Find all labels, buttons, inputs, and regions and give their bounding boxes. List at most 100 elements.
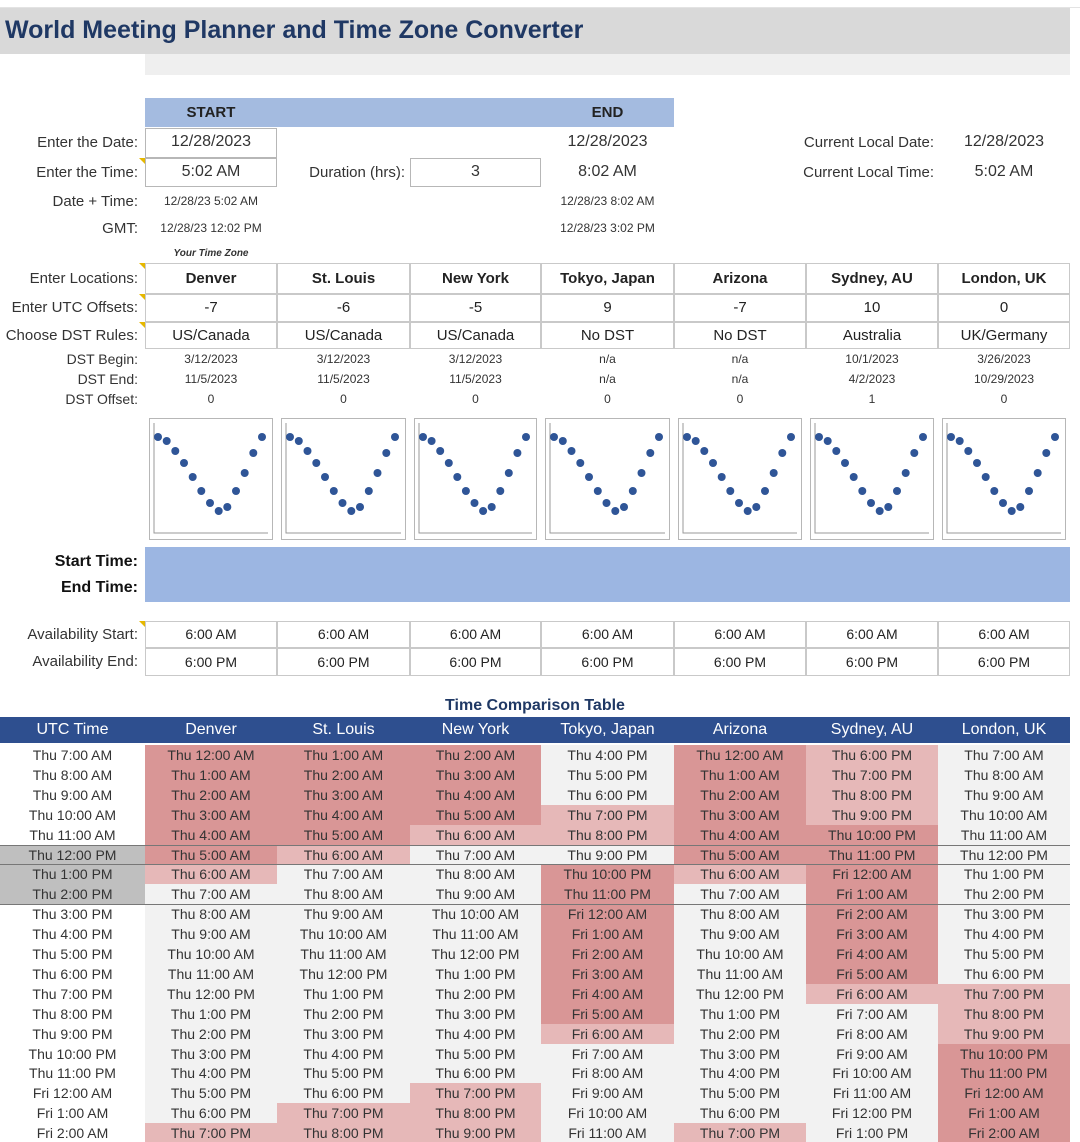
comparison-cell: Thu 9:00 AM — [145, 924, 277, 945]
comparison-cell: Thu 2:00 PM — [938, 884, 1070, 905]
comparison-cell: Fri 9:00 AM — [806, 1043, 938, 1064]
comparison-cell: Thu 8:00 AM — [410, 864, 541, 885]
comparison-cell: Fri 4:00 AM — [541, 983, 674, 1004]
chart-point — [303, 447, 312, 455]
utc-offset-cell[interactable]: -7 — [674, 294, 806, 322]
location-name-cell[interactable]: New York — [410, 263, 541, 294]
comparison-cell: Thu 12:00 AM — [674, 745, 806, 765]
dst-rule-cell[interactable]: US/Canada — [145, 322, 277, 349]
start-date-value: 12/28/2023 — [170, 133, 252, 150]
start-date-input[interactable] — [145, 128, 277, 158]
chart-point — [567, 447, 576, 455]
comparison-cell: Thu 12:00 AM — [145, 745, 277, 765]
chart-point — [867, 499, 875, 507]
location-name-cell[interactable]: Sydney, AU — [806, 263, 938, 294]
comparison-table-title: Time Comparison Table — [445, 697, 625, 714]
location-name-cell[interactable]: St. Louis — [277, 263, 410, 294]
availability-end-cell[interactable]: 6:00 PM — [410, 648, 541, 676]
dst-end-value: n/a — [599, 372, 616, 386]
chart-point — [1025, 487, 1033, 495]
utc-offset-cell[interactable]: -7 — [145, 294, 277, 322]
chart-point — [585, 473, 593, 481]
availability-start-cell[interactable]: 6:00 AM — [410, 621, 541, 648]
chart-point — [419, 433, 427, 441]
chart-point — [496, 487, 505, 495]
location-name-cell[interactable]: London, UK — [938, 263, 1070, 294]
dst-end-value: 10/29/2023 — [973, 372, 1035, 386]
availability-end-cell[interactable]: 6:00 PM — [938, 648, 1070, 676]
comparison-cell: Thu 3:00 AM — [674, 804, 806, 825]
availability-end-cell[interactable]: 6:00 PM — [806, 648, 938, 676]
utc-offset-cell[interactable]: 0 — [938, 294, 1070, 322]
location-name-cell[interactable]: Arizona — [674, 263, 806, 294]
dst-end-value: n/a — [731, 372, 749, 386]
dst-rule-cell[interactable]: Australia — [806, 322, 938, 349]
chart-point — [637, 469, 646, 477]
comparison-cell: Thu 11:00 PM — [938, 1063, 1070, 1084]
utc-offset-cell[interactable]: -6 — [277, 294, 410, 322]
comparison-cell: Thu 11:00 PM — [541, 884, 674, 905]
availability-end-cell[interactable]: 6:00 PM — [145, 648, 277, 676]
comparison-cell: Fri 12:00 AM — [806, 864, 938, 885]
comparison-cell: Thu 7:00 PM — [938, 983, 1070, 1004]
utc-offset-cell[interactable]: 10 — [806, 294, 938, 322]
start-gmt: 12/28/23 12:02 PM — [160, 221, 262, 235]
availability-end-cell[interactable]: 6:00 PM — [674, 648, 806, 676]
comparison-cell: Fri 2:00 AM — [0, 1123, 145, 1142]
comparison-cell: Thu 7:00 PM — [541, 804, 674, 825]
comparison-cell: Thu 11:00 AM — [0, 824, 145, 845]
dst-rule-cell[interactable]: US/Canada — [277, 322, 410, 349]
chart-point — [214, 507, 223, 515]
comparison-cell: Thu 12:00 PM — [938, 844, 1070, 865]
chart-point — [550, 433, 558, 441]
comparison-cell: Fri 7:00 AM — [541, 1043, 674, 1064]
comparison-cell: Thu 5:00 PM — [541, 764, 674, 785]
comparison-cell: Fri 5:00 AM — [806, 963, 938, 984]
chart-point — [955, 437, 964, 445]
dst-begin-value: n/a — [731, 352, 749, 366]
chart-point — [875, 507, 884, 515]
location-name-cell[interactable]: Tokyo, Japan — [541, 263, 674, 294]
comparison-cell: Thu 10:00 AM — [674, 944, 806, 964]
chart-point — [735, 499, 743, 507]
comparison-cell: Thu 6:00 AM — [145, 864, 277, 885]
availability-start-cell[interactable]: 6:00 AM — [674, 621, 806, 648]
chart-point — [329, 487, 338, 495]
comparison-cell: Thu 6:00 PM — [277, 1083, 410, 1104]
availability-start-cell[interactable]: 6:00 AM — [938, 621, 1070, 648]
availability-start-cell[interactable]: 6:00 AM — [806, 621, 938, 648]
dst-rule-cell[interactable]: No DST — [674, 322, 806, 349]
comparison-cell: Thu 10:00 PM — [0, 1043, 145, 1064]
availability-start-cell[interactable]: 6:00 AM — [541, 621, 674, 648]
dst-rule-cell[interactable]: US/Canada — [410, 322, 541, 349]
sheet-gridlines — [0, 0, 1080, 8]
comparison-cell: Thu 7:00 PM — [277, 1103, 410, 1124]
daylight-chart-svg — [682, 423, 797, 534]
comparison-cell: Fri 12:00 AM — [541, 904, 674, 925]
comparison-cell: Fri 7:00 AM — [806, 1003, 938, 1024]
dst-rule-cell[interactable]: UK/Germany — [938, 322, 1070, 349]
availability-start-cell[interactable]: 6:00 AM — [145, 621, 277, 648]
availability-start-cell[interactable]: 6:00 AM — [277, 621, 410, 648]
chart-point — [338, 499, 347, 507]
duration-input[interactable] — [410, 158, 541, 187]
comparison-cell: Thu 5:00 PM — [938, 944, 1070, 964]
start-time-input[interactable] — [145, 158, 277, 187]
comparison-cell: Thu 11:00 AM — [410, 924, 541, 945]
location-name-cell[interactable]: Denver — [145, 263, 277, 294]
utc-offset-cell[interactable]: 9 — [541, 294, 674, 322]
dst-rule-cell[interactable]: No DST — [541, 322, 674, 349]
availability-end-cell[interactable]: 6:00 PM — [277, 648, 410, 676]
chart-point — [461, 487, 470, 495]
utc-offset-cell[interactable]: -5 — [410, 294, 541, 322]
comparison-cell: Thu 7:00 AM — [0, 745, 145, 765]
dst-offset-value: 0 — [207, 392, 215, 406]
chart-point — [769, 469, 778, 477]
comparison-cell: Thu 9:00 PM — [541, 844, 674, 865]
availability-end-cell[interactable]: 6:00 PM — [541, 648, 674, 676]
chart-axis — [285, 423, 401, 534]
chart-point — [691, 437, 700, 445]
comparison-cell: Thu 12:00 PM — [674, 983, 806, 1004]
end-gmt: 12/28/23 3:02 PM — [560, 221, 655, 235]
dst-end-value: 4/2/2023 — [848, 372, 896, 386]
